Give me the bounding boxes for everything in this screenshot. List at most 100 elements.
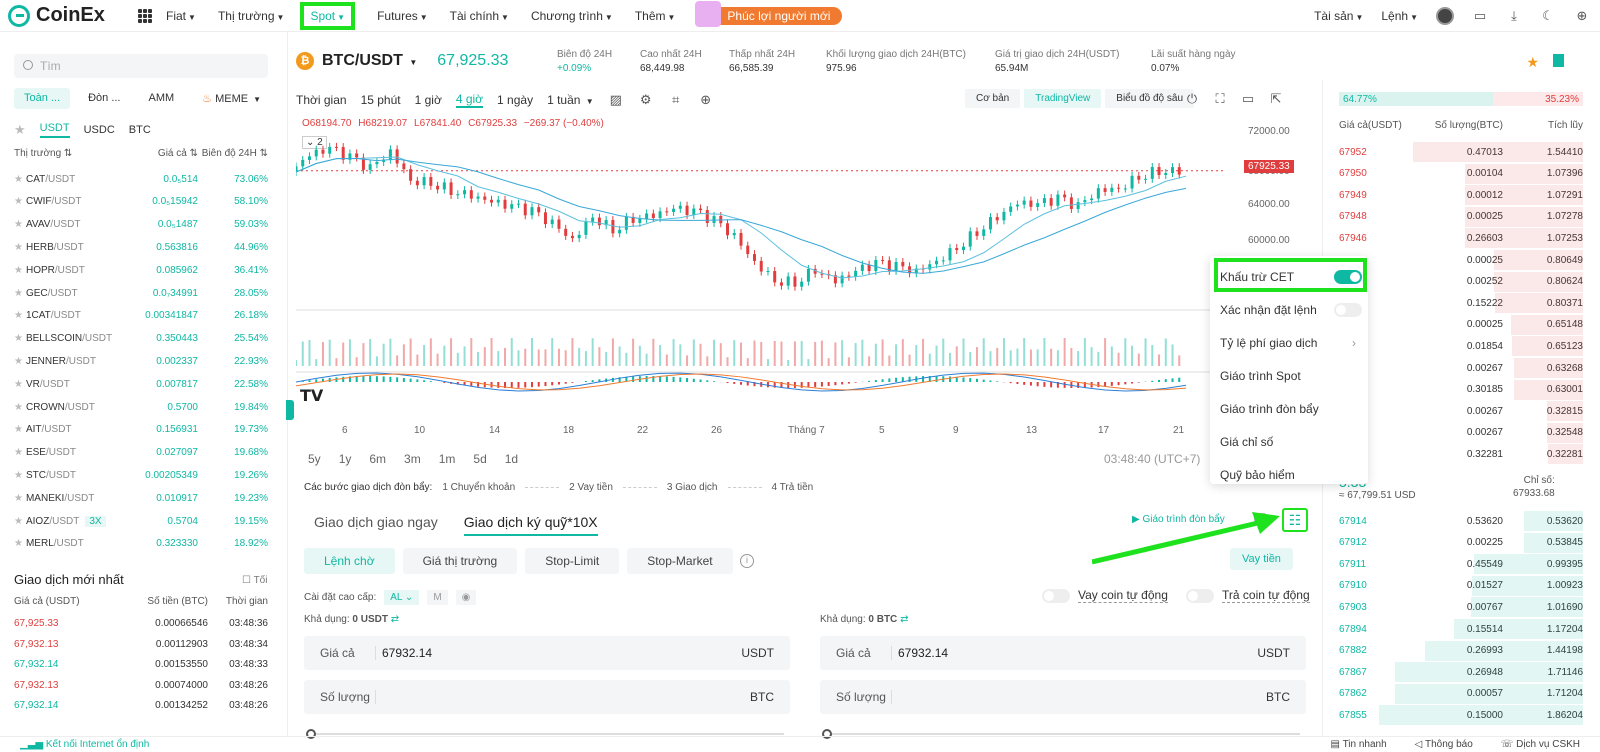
tab-spot-trade[interactable]: Giao dịch giao ngay [314, 514, 438, 530]
bid-row[interactable]: 67882 0.26993 1.44198 [1339, 640, 1583, 662]
view-tradingview[interactable]: TradingView [1024, 89, 1102, 108]
tab-amm[interactable]: AMM [148, 92, 175, 104]
bid-row[interactable]: 67867 0.26948 1.71146 [1339, 661, 1583, 683]
coinex-logo[interactable]: CoinEx [8, 4, 128, 27]
bid-row[interactable]: 67903 0.00767 1.01690 [1339, 596, 1583, 618]
ask-row[interactable]: 67950 0.00104 1.07396 [1339, 163, 1583, 185]
market-row[interactable]: ★ HERB/USDT 0.563816 44.96% [14, 241, 268, 253]
settings-gear-icon[interactable]: ⚙ [639, 92, 652, 107]
auto-repay-toggle[interactable] [1186, 588, 1214, 603]
favorite-star-icon[interactable]: ★ [14, 219, 23, 231]
market-row[interactable]: ★ GEC/USDT 0.0₇34991 28.05% [14, 287, 268, 299]
tab-margin-trade[interactable]: Giao dịch ký quỹ*10X [463, 514, 598, 536]
market-row[interactable]: ★ AVAV/USDT 0.0₅1487 59.03% [14, 219, 268, 231]
market-row[interactable]: ★ ESE/USDT 0.027097 19.68% [14, 447, 268, 459]
nav-futures[interactable]: Futures ▼ [377, 8, 428, 23]
auto-repay[interactable]: Trả coin tự động [1186, 588, 1310, 603]
buy-amount-slider[interactable] [306, 729, 784, 739]
pair-selector[interactable]: BTC/USDT ▼ [322, 52, 418, 69]
ask-row[interactable]: 67949 0.00012 1.07291 [1339, 184, 1583, 206]
ask-row[interactable]: 67948 0.00025 1.07278 [1339, 206, 1583, 228]
layout-icon[interactable]: ▭ [1241, 91, 1255, 106]
tab-stop-limit[interactable]: Stop-Limit [525, 548, 620, 574]
nav-market[interactable]: Thị trường ▼ [217, 8, 285, 23]
menu-fee-rate[interactable]: Tỷ lệ phí giao dịch [1220, 336, 1318, 350]
market-row[interactable]: ★ CAT/USDT 0.0₅514 73.06% [14, 173, 268, 185]
menu-cet-deduction[interactable]: Khấu trừ CET [1220, 270, 1295, 284]
range-1d[interactable]: 1d [504, 452, 519, 466]
nav-programs[interactable]: Chương trình ▼ [530, 8, 613, 23]
ask-row[interactable]: 0.00267 0.32815 [1339, 400, 1583, 422]
sell-price-field[interactable]: Giá cả 67932.14 USDT [820, 636, 1306, 670]
menu-insurance-fund[interactable]: Quỹ bảo hiểm [1220, 468, 1295, 482]
chat-icon[interactable]: ▭ [1473, 8, 1487, 23]
tab-market-order[interactable]: Giá thị trường [402, 548, 518, 574]
auto-borrow-toggle[interactable] [1042, 588, 1070, 603]
interval-4h[interactable]: 4 giờ [455, 92, 484, 108]
market-row[interactable]: ★ STC/USDT 0.00205349 19.26% [14, 469, 268, 481]
nav-assets[interactable]: Tài sản ▼ [1314, 9, 1364, 23]
promo-banner[interactable]: Phúc lợi người mới [695, 0, 843, 27]
menu-spot-tutorial[interactable]: Giáo trình Spot [1220, 369, 1301, 383]
favorite-star-icon[interactable]: ★ [14, 355, 23, 367]
eye-icon[interactable]: ◉ [455, 590, 477, 605]
borrow-button[interactable]: Vay tiền [1230, 548, 1293, 570]
auto-borrow[interactable]: Vay coin tự động [1042, 588, 1168, 603]
menu-order-confirm[interactable]: Xác nhận đặt lệnh [1220, 303, 1317, 317]
tab-all[interactable]: Toàn ... [14, 88, 71, 109]
margin-tutorial-link[interactable]: ▶ Giáo trình đòn bẩy [1132, 514, 1225, 525]
market-row[interactable]: ★ BELLSCOIN/USDT 0.350443 25.54% [14, 333, 268, 345]
apps-grid-icon[interactable] [138, 8, 152, 23]
market-row[interactable]: ★ CROWN/USDT 0.5700 19.84% [14, 401, 268, 413]
range-5d[interactable]: 5d [473, 452, 487, 466]
avatar[interactable] [1436, 7, 1454, 25]
market-row[interactable]: ★ MANEKI/USDT 0.010917 19.23% [14, 492, 268, 504]
bid-row[interactable]: 67912 0.00225 0.53845 [1339, 532, 1583, 554]
globe-icon[interactable]: ⊕ [1576, 8, 1588, 23]
bid-row[interactable]: 67894 0.15514 1.17204 [1339, 618, 1583, 640]
view-basic[interactable]: Cơ bản [965, 89, 1021, 108]
info-icon[interactable]: i [740, 554, 754, 568]
menu-index-price[interactable]: Giá chỉ số [1220, 435, 1274, 449]
cet-deduction-toggle[interactable] [1334, 270, 1362, 284]
book-icon[interactable] [1553, 54, 1564, 67]
power-icon[interactable]: ⏻ [1186, 91, 1198, 106]
bid-row[interactable]: 67910 0.01527 1.00923 [1339, 575, 1583, 597]
market-row[interactable]: ★ AIT/USDT 0.156931 19.73% [14, 424, 268, 436]
bid-row[interactable]: 67855 0.15000 1.86204 [1339, 704, 1583, 726]
interval-1d[interactable]: 1 ngày [497, 93, 534, 107]
ask-row[interactable]: 0.00267 0.63268 [1339, 357, 1583, 379]
header-change[interactable]: Biên độ 24H ⇅ [201, 148, 268, 159]
share-icon[interactable]: ⇱ [1270, 91, 1282, 106]
favorite-star-icon[interactable]: ★ [14, 424, 23, 436]
buy-price-field[interactable]: Giá cả 67932.14 USDT [304, 636, 790, 670]
range-1y[interactable]: 1y [338, 452, 352, 466]
market-row[interactable]: ★ MERL/USDT 0.323330 18.92% [14, 538, 268, 550]
search-input[interactable]: Tìm [14, 54, 268, 78]
sell-amount-slider[interactable] [822, 729, 1300, 739]
moon-icon[interactable]: ☾ [1542, 8, 1554, 23]
nav-more[interactable]: Thêm ▼ [634, 8, 676, 23]
advanced-al-select[interactable]: AL ⌄ [384, 590, 420, 605]
fullscreen-icon[interactable]: ⛶ [1215, 91, 1225, 106]
ask-row[interactable]: 0.00025 0.80649 [1339, 249, 1583, 271]
favorite-star-icon[interactable]: ★ [14, 538, 23, 550]
price-chart[interactable] [296, 114, 1226, 444]
order-confirm-toggle[interactable] [1334, 303, 1362, 317]
ask-row[interactable]: 67946 0.26603 1.07253 [1339, 227, 1583, 249]
range-6m[interactable]: 6m [369, 452, 387, 466]
tab-btc[interactable]: BTC [128, 124, 151, 136]
nav-finance[interactable]: Tài chính ▼ [449, 8, 509, 23]
trade-settings-button[interactable]: ☷ [1282, 508, 1308, 532]
advanced-m-option[interactable]: M [427, 590, 448, 605]
favorite-star-icon[interactable]: ★ [14, 469, 23, 481]
favorite-star-icon[interactable]: ★ [14, 401, 23, 413]
view-depth[interactable]: Biểu đồ độ sâu [1105, 89, 1194, 108]
range-5y[interactable]: 5y [308, 452, 321, 466]
ask-row[interactable]: 0.30185 0.63001 [1339, 379, 1583, 401]
nav-spot[interactable]: Spot ▼ [300, 1, 356, 30]
indicator-icon[interactable]: ▨ [609, 92, 622, 107]
market-row[interactable]: ★ AIOZ/USDT 3X 0.5704 19.15% [14, 515, 268, 527]
footer-news[interactable]: ▤ Tin nhanh [1330, 739, 1387, 750]
market-row[interactable]: ★ VR/USDT 0.007817 22.58% [14, 378, 268, 390]
